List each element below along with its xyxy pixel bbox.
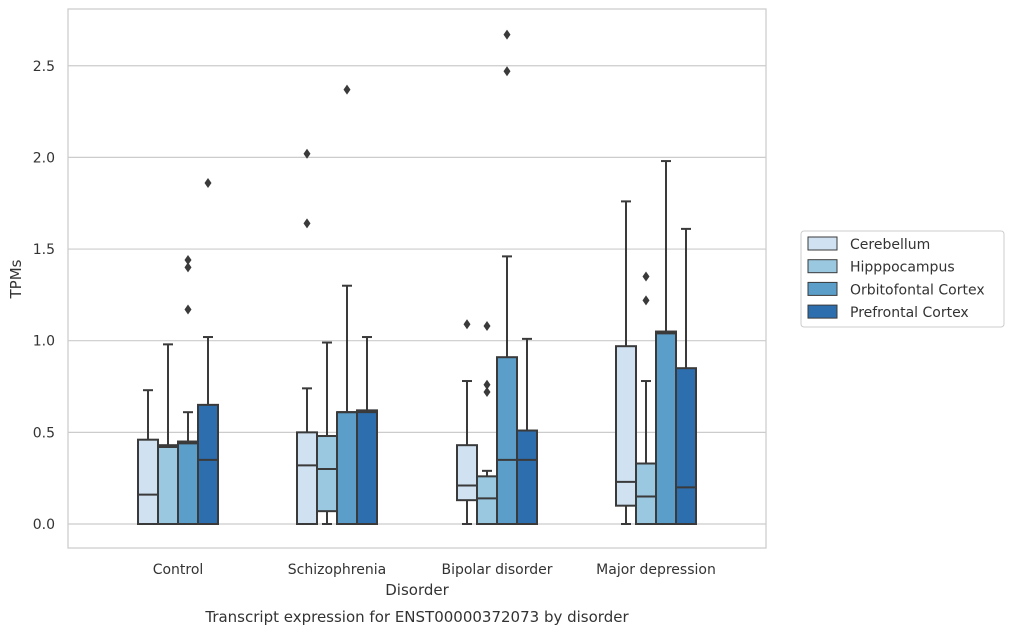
x-tick-label: Schizophrenia [288, 562, 386, 578]
x-tick-label: Bipolar disorder [441, 562, 552, 578]
box-orbitofontal-cortex-3 [655, 160, 677, 525]
y-tick-labels: 0.0 0.5 1.0 1.5 2.0 2.5 [33, 59, 55, 533]
box-iqr [336, 411, 358, 526]
outlier-point [503, 29, 511, 40]
y-tick-label: 2.0 [33, 150, 55, 166]
box-hipppocampus-1 [316, 341, 338, 525]
box-prefrontal-cortex-0 [197, 178, 219, 526]
outlier-point [184, 255, 192, 266]
outlier-point [184, 304, 192, 315]
box-hipppocampus-3 [635, 271, 657, 525]
outlier-point [503, 66, 511, 77]
outlier-point [483, 387, 491, 398]
box-iqr [675, 367, 697, 525]
box-prefrontal-cortex-2 [516, 337, 538, 525]
legend-swatch [807, 236, 838, 251]
box-orbitofontal-cortex-2 [496, 29, 518, 525]
y-tick-label: 0.0 [33, 517, 55, 533]
chart-caption: Transcript expression for ENST0000037207… [204, 608, 629, 626]
box-iqr [157, 444, 179, 525]
outlier-point [204, 178, 212, 189]
legend-swatch [807, 259, 838, 274]
plot-frame [67, 8, 767, 549]
box-iqr [516, 429, 538, 525]
box-iqr [296, 431, 318, 526]
y-tick-label: 0.5 [33, 425, 55, 441]
legend-label: Orbitofontal Cortex [850, 282, 985, 298]
box-iqr [655, 330, 677, 525]
box-iqr [197, 403, 219, 526]
legend-label: Cerebellum [850, 237, 930, 253]
outlier-point [303, 218, 311, 229]
box-iqr [137, 438, 159, 526]
outlier-point [642, 295, 650, 306]
legend-label: Hipppocampus [850, 260, 955, 276]
legend-frame [800, 230, 1005, 328]
x-tick-label: Control [153, 562, 204, 578]
legend-swatch [807, 281, 838, 296]
x-tick-label: Major depression [596, 562, 716, 578]
box-cerebellum-0 [137, 389, 159, 526]
y-tick-label: 1.0 [33, 334, 55, 350]
box-iqr [476, 475, 498, 526]
box-hipppocampus-2 [476, 321, 498, 526]
boxes-layer [137, 29, 697, 526]
x-tick-labels: Control Schizophrenia Bipolar disorder Majo… [153, 562, 716, 578]
box-cerebellum-3 [615, 200, 637, 525]
box-hipppocampus-0 [157, 343, 179, 525]
box-iqr [316, 435, 338, 513]
box-iqr [635, 462, 657, 525]
box-iqr [456, 444, 478, 502]
box-iqr [177, 440, 199, 526]
box-iqr [615, 345, 637, 507]
outlier-point [642, 271, 650, 282]
box-orbitofontal-cortex-1 [336, 84, 358, 526]
box-orbitofontal-cortex-0 [177, 255, 199, 526]
outlier-point [303, 148, 311, 159]
outlier-point [184, 262, 192, 273]
outlier-point [483, 379, 491, 390]
box-prefrontal-cortex-1 [356, 336, 378, 526]
legend-label: Prefrontal Cortex [850, 305, 969, 321]
outlier-point [343, 84, 351, 95]
x-axis-label: Disorder [385, 581, 449, 599]
y-tick-label: 1.5 [33, 242, 55, 258]
box-cerebellum-2 [456, 319, 478, 525]
y-axis-label: TPMs [7, 259, 25, 299]
box-prefrontal-cortex-3 [675, 227, 697, 525]
y-tick-label: 2.5 [33, 59, 55, 75]
legend-swatch [807, 304, 838, 319]
outlier-point [463, 319, 471, 330]
legend: Cerebellum Hipppocampus Orbitofontal Corte… [800, 230, 1005, 328]
box-iqr [496, 356, 518, 525]
box-iqr [356, 409, 378, 526]
outlier-point [483, 321, 491, 332]
box-cerebellum-1 [296, 148, 318, 526]
